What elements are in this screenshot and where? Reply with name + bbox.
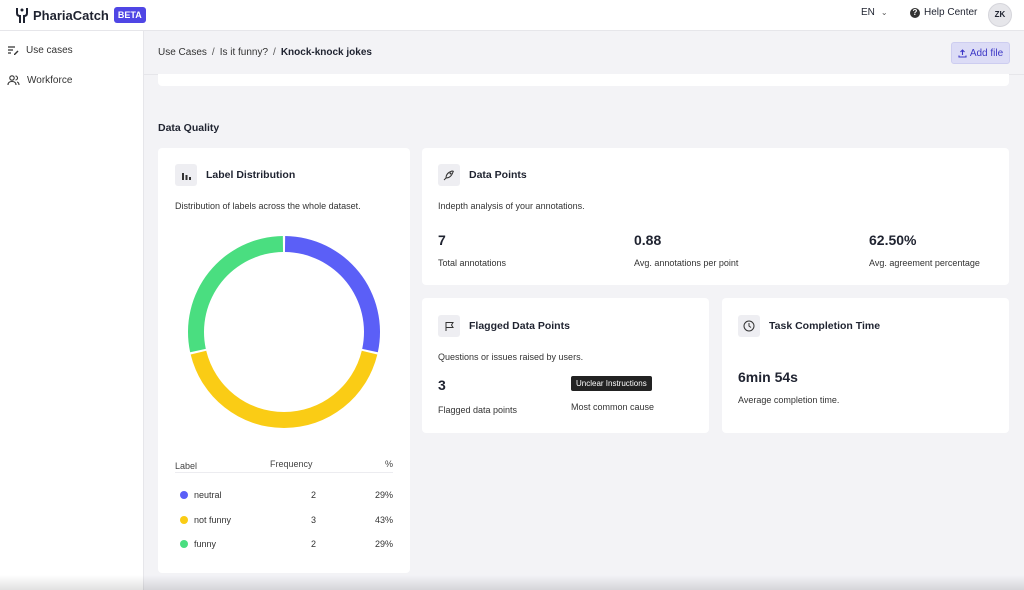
agreement-value: 62.50% [869,232,917,248]
language-selector[interactable]: EN ⌄ [861,7,888,18]
data-points-title: Data Points [469,169,527,181]
avg-annotations-value: 0.88 [634,232,662,248]
label-distribution-title: Label Distribution [206,169,296,181]
users-icon [7,75,20,86]
completion-value: 6min 54s [738,369,798,385]
total-annotations-label: Total annotations [438,258,507,268]
breadcrumb-is-it-funny[interactable]: Is it funny? [219,47,269,58]
label-table-header: Label Frequency % [175,459,393,473]
data-points-card [422,148,1009,285]
breadcrumb-current: Knock-knock jokes [280,47,372,58]
completion-card [722,298,1009,433]
agreement-label: Avg. agreement percentage [869,258,980,268]
donut-slice-not-funny[interactable] [190,350,378,428]
logo-icon [16,8,28,23]
legend-dot-neutral [180,491,188,500]
completion-label: Average completion time. [738,395,840,405]
breadcrumb: Use Cases / Is it funny? / Knock-knock j… [158,47,372,58]
total-annotations-value: 7 [438,232,446,248]
label-distribution-description: Distribution of labels across the whole … [175,201,361,211]
flagged-count-label: Flagged data points [438,405,518,415]
row-percent: 29% [374,490,393,501]
flagged-description: Questions or issues raised by users. [438,352,584,362]
avg-annotations-label: Avg. annotations per point [634,258,739,268]
row-label: not funny [194,514,232,525]
beta-badge: BETA [113,7,146,23]
add-file-label: Add file [969,47,1004,59]
help-center-link[interactable]: ? Help Center [910,7,977,18]
column-label: Label [175,460,198,471]
column-frequency: Frequency [270,459,313,469]
bar-chart-icon [175,164,197,186]
sidebar-item-workforce[interactable]: Workforce [7,74,72,86]
flagged-header: Flagged Data Points [438,315,570,337]
row-frequency: 2 [310,490,316,501]
bottom-shadow [0,575,1024,590]
label-table: Label Frequency % neutral 2 29% not funn… [175,459,393,557]
avatar[interactable]: ZK [988,3,1012,27]
flagged-count-value: 3 [438,377,446,393]
flagged-title: Flagged Data Points [469,320,570,332]
app-name: PhariaCatch [33,7,109,23]
rocket-icon [438,164,460,186]
completion-header: Task Completion Time [738,315,880,337]
completion-title: Task Completion Time [769,320,881,332]
breadcrumb-separator: / [211,47,215,58]
flag-icon [438,315,460,337]
list-edit-icon [8,46,19,55]
top-bar: PhariaCatch BETA EN ⌄ ? Help Center ZK [0,0,1024,31]
donut-slice-funny[interactable] [188,236,284,353]
row-frequency: 2 [310,539,316,550]
clock-icon [738,315,760,337]
table-row: neutral 2 29% [175,483,393,508]
content-header: Use Cases / Is it funny? / Knock-knock j… [144,31,1024,75]
legend-dot-funny [180,540,188,549]
chevron-down-icon: ⌄ [880,8,888,17]
table-row: not funny 3 43% [175,508,393,533]
column-percent: % [384,459,393,469]
label-distribution-header: Label Distribution [175,164,295,186]
add-file-button[interactable]: Add file [951,42,1010,64]
sidebar-item-label: Workforce [27,74,73,86]
top-card [158,74,1009,86]
help-center-label: Help Center [924,7,978,18]
row-label: neutral [194,490,222,501]
breadcrumb-use-cases[interactable]: Use Cases [158,47,207,58]
data-points-description: Indepth analysis of your annotations. [438,201,585,211]
help-icon: ? [910,7,920,18]
row-label: funny [194,539,217,550]
table-row: funny 2 29% [175,532,393,557]
upload-icon [958,48,967,58]
sidebar-item-use-cases[interactable]: Use cases [7,44,73,56]
language-label: EN [861,7,875,18]
label-donut-chart [188,236,380,428]
legend-dot-not-funny [180,515,188,524]
brand[interactable]: PhariaCatch BETA [15,6,146,24]
sidebar-item-label: Use cases [26,44,73,56]
cause-label: Most common cause [571,402,655,412]
row-frequency: 3 [310,514,316,525]
donut-slice-neutral[interactable] [284,236,380,353]
flagged-card [422,298,709,433]
sidebar: Use cases Workforce [0,31,144,590]
section-title: Data Quality [158,122,220,134]
data-points-header: Data Points [438,164,527,186]
row-percent: 43% [374,514,393,525]
breadcrumb-separator: / [273,47,276,58]
cause-tag: Unclear Instructions [571,376,652,391]
row-percent: 29% [374,539,393,550]
